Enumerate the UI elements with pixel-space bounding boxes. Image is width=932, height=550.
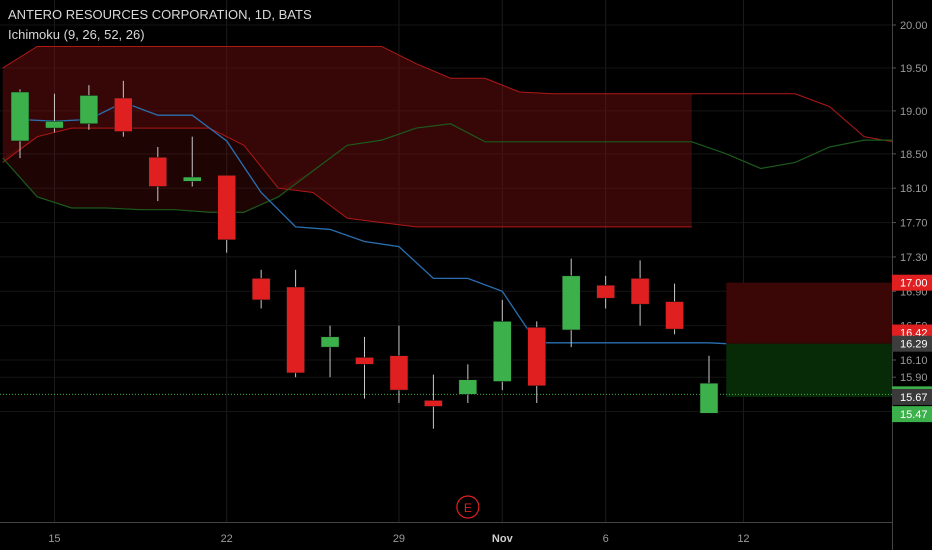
ichimoku-cloud	[2, 46, 692, 227]
candle-body	[148, 157, 168, 187]
price-tick-label: 18.50	[900, 149, 928, 161]
candle-body	[424, 400, 443, 407]
candle	[183, 136, 202, 187]
chart-markers: E	[456, 495, 480, 519]
time-tick-label: 15	[48, 533, 60, 545]
candle	[355, 336, 374, 399]
candle-body	[527, 327, 546, 387]
candle	[79, 85, 99, 130]
candle-body	[286, 286, 305, 374]
candle-body	[10, 91, 30, 142]
price-label: 15.47	[900, 409, 928, 421]
cloud-lower-fill	[2, 123, 692, 213]
candle	[596, 275, 615, 309]
time-tick-label: 6	[603, 533, 609, 545]
price-tick-label: 19.50	[900, 63, 928, 75]
candle-body	[389, 355, 409, 391]
price-label-box	[892, 388, 932, 405]
candle-body	[114, 97, 133, 132]
candle-body	[251, 278, 271, 301]
price-tick-label: 15.90	[900, 372, 928, 384]
candle	[630, 260, 650, 326]
candle	[217, 175, 236, 253]
price-label: 17.00	[900, 278, 928, 290]
price-label: 15.67	[900, 392, 928, 404]
candle	[251, 269, 271, 309]
stop-loss-zone	[726, 282, 892, 344]
profit-target-zone	[726, 343, 892, 397]
candle	[458, 364, 478, 403]
chart-title: ANTERO RESOURCES CORPORATION, 1D, BATS	[8, 7, 312, 22]
candle-body	[596, 285, 615, 299]
candle-body	[217, 175, 236, 240]
candle	[148, 146, 168, 202]
candle-body	[493, 321, 512, 382]
price-tick-label: 17.70	[900, 218, 928, 230]
candle	[424, 374, 443, 429]
candle	[320, 325, 340, 378]
candle-body	[561, 275, 581, 331]
time-axis[interactable]: 15 22 29 Nov 6 12	[0, 522, 892, 546]
price-label-box	[892, 335, 932, 352]
time-tick-label: 22	[221, 533, 233, 545]
price-axis[interactable]: 20.0019.5019.0018.5018.1017.7017.3016.90…	[892, 0, 932, 550]
indicator-legend[interactable]: Ichimoku (9, 26, 52, 26)	[8, 27, 145, 42]
price-tick-label: 16.10	[900, 355, 928, 367]
candle	[665, 283, 684, 335]
candle-body	[630, 278, 650, 305]
price-tick-label: 19.00	[900, 106, 928, 118]
candle-body	[183, 176, 202, 182]
candle	[10, 89, 30, 159]
conversion-line	[19, 101, 727, 345]
candle	[114, 80, 133, 137]
candle-body	[79, 95, 99, 125]
earnings-marker-label: E	[464, 501, 472, 515]
price-tick-label: 17.30	[900, 252, 928, 264]
cloud-fill	[2, 46, 692, 227]
candle-body	[458, 379, 478, 395]
candle	[389, 325, 409, 403]
price-label: 16.29	[900, 339, 928, 351]
time-tick-label: Nov	[492, 533, 514, 545]
leading-span-b	[2, 45, 899, 144]
price-tick-label: 18.10	[900, 183, 928, 195]
candle	[527, 321, 546, 403]
price-label-box	[892, 274, 932, 291]
position-zones	[726, 282, 892, 397]
candle	[493, 299, 512, 391]
earnings-marker	[456, 495, 480, 519]
price-label-box	[892, 406, 932, 423]
candle-body	[45, 120, 64, 129]
candle	[699, 355, 719, 414]
lagging-span	[2, 123, 899, 213]
candle-body	[699, 382, 719, 414]
time-tick-label: 12	[737, 533, 749, 545]
candle-body	[355, 357, 374, 365]
candle	[286, 269, 305, 378]
price-tick-label: 20.00	[900, 20, 928, 32]
time-tick-label: 29	[393, 533, 405, 545]
candle-body	[665, 301, 684, 330]
candle-body	[320, 336, 340, 348]
indicator-lines	[0, 45, 899, 395]
candles	[10, 80, 719, 429]
candle	[45, 93, 64, 133]
candle	[561, 258, 581, 348]
